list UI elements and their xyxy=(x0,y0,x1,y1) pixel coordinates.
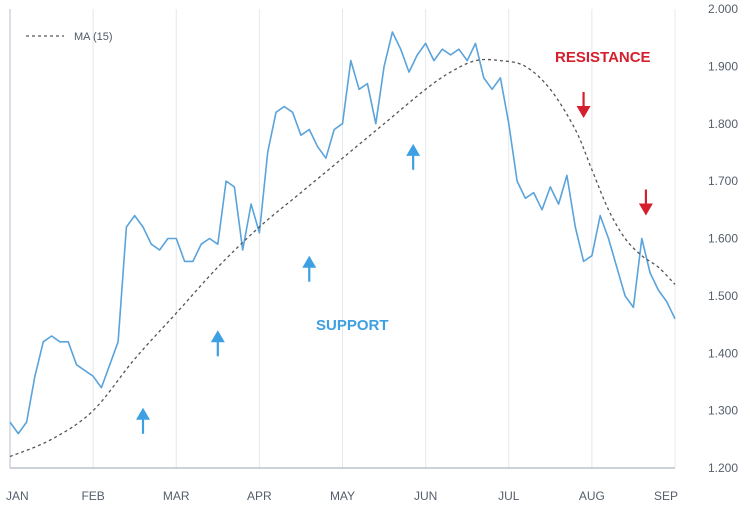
resistance-arrow-head xyxy=(638,203,653,216)
grid-lines xyxy=(9,9,676,468)
y-tick-label: 1.600 xyxy=(708,232,738,246)
y-tick-label: 2.000 xyxy=(708,2,738,16)
resistance-label: RESISTANCE xyxy=(555,49,651,66)
x-tick-label-jul: JUL xyxy=(498,489,520,503)
resistance-arrow-icon xyxy=(638,189,653,216)
x-axis-ticks: JAN FEB MAR APR MAY JUN JUL AUG SEP xyxy=(6,489,678,503)
support-arrow-icon xyxy=(210,330,225,357)
annotation-arrows xyxy=(136,92,653,434)
x-tick-label-jan: JAN xyxy=(6,489,29,503)
support-arrow-head xyxy=(136,407,150,420)
y-tick-label: 1.200 xyxy=(708,461,738,475)
y-tick-label: 1.500 xyxy=(708,289,738,303)
x-tick-label-may: MAY xyxy=(330,489,355,503)
x-tick-label-feb: FEB xyxy=(81,489,104,503)
legend: MA (15) xyxy=(26,31,113,43)
legend-label-ma: MA (15) xyxy=(74,31,113,43)
x-tick-label-sep: SEP xyxy=(654,489,678,503)
support-arrow-icon xyxy=(302,255,317,282)
y-axis-ticks: 2.000 1.900 1.800 1.700 1.600 1.500 1.400 1.300… xyxy=(708,2,738,475)
x-tick-label-mar: MAR xyxy=(163,489,190,503)
resistance-arrow-icon xyxy=(576,92,591,119)
support-arrow-head xyxy=(210,330,225,343)
y-tick-label: 1.300 xyxy=(708,404,738,418)
price-line xyxy=(9,31,676,435)
y-tick-label: 1.400 xyxy=(708,346,738,360)
series-layer xyxy=(9,31,676,458)
ma-15-line xyxy=(9,58,676,458)
x-tick-label-apr: APR xyxy=(247,489,272,503)
y-tick-label: 1.700 xyxy=(708,174,738,188)
x-tick-label-aug: AUG xyxy=(579,489,605,503)
support-arrow-head xyxy=(302,255,317,268)
support-label: SUPPORT xyxy=(316,317,389,334)
y-tick-label: 1.900 xyxy=(708,59,738,73)
resistance-arrow-head xyxy=(576,106,591,119)
support-arrow-icon xyxy=(406,143,421,170)
y-tick-label: 1.800 xyxy=(708,117,738,131)
support-arrow-icon xyxy=(136,407,150,434)
x-tick-label-jun: JUN xyxy=(414,489,437,503)
support-arrow-head xyxy=(406,143,421,156)
